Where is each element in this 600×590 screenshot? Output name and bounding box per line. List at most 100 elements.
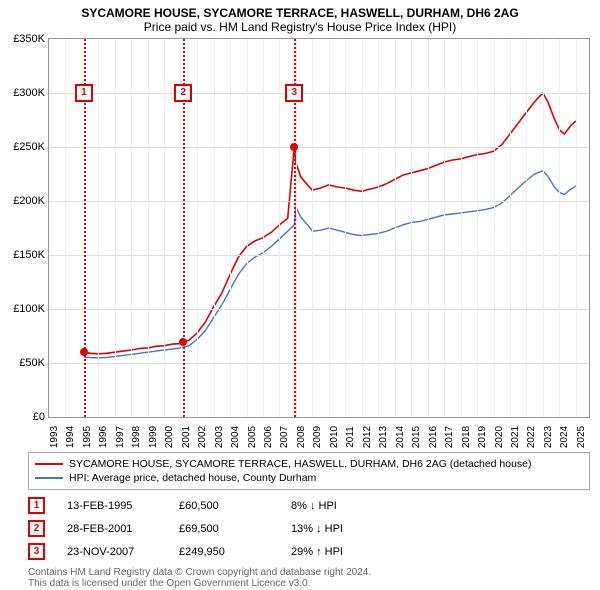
x-gridline [197, 39, 198, 417]
x-axis-label: 2025 [576, 426, 587, 448]
x-axis-label: 2011 [345, 426, 356, 448]
x-axis-label: 2008 [296, 426, 307, 448]
x-gridline [559, 39, 560, 417]
x-axis-label: 2017 [444, 426, 455, 448]
x-axis-label: 1994 [65, 426, 76, 448]
chart-subtitle: Price paid vs. HM Land Registry's House … [0, 20, 600, 38]
x-gridline [115, 39, 116, 417]
x-gridline [164, 39, 165, 417]
x-gridline [526, 39, 527, 417]
y-axis-label: £250K [13, 141, 49, 153]
x-gridline [494, 39, 495, 417]
x-axis-label: 2003 [214, 426, 225, 448]
x-axis-label: 2015 [411, 426, 422, 448]
x-gridline [329, 39, 330, 417]
x-axis-label: 2009 [312, 426, 323, 448]
y-gridline [49, 201, 589, 202]
x-gridline [214, 39, 215, 417]
x-axis-label: 2010 [329, 426, 340, 448]
x-gridline [510, 39, 511, 417]
transaction-index-box: 3 [28, 543, 45, 560]
x-gridline [378, 39, 379, 417]
x-axis-label: 1996 [98, 426, 109, 448]
y-axis-label: £150K [13, 249, 49, 261]
transaction-price: £249,950 [179, 546, 269, 558]
transaction-delta: 29% ↑ HPI [291, 546, 381, 558]
legend-swatch-2 [35, 477, 63, 479]
transaction-row: 2 28-FEB-2001 £69,500 13% ↓ HPI [28, 517, 590, 540]
x-axis-label: 2005 [247, 426, 258, 448]
x-axis-label: 1997 [115, 426, 126, 448]
transaction-dot [290, 143, 298, 151]
transaction-delta: 13% ↓ HPI [291, 523, 381, 535]
transaction-row: 1 13-FEB-1995 £60,500 8% ↓ HPI [28, 494, 590, 517]
x-axis-label: 2019 [477, 426, 488, 448]
legend-row: SYCAMORE HOUSE, SYCAMORE TERRACE, HASWEL… [35, 457, 583, 471]
y-axis-label: £0 [33, 411, 49, 423]
x-gridline [65, 39, 66, 417]
x-axis-label: 2006 [263, 426, 274, 448]
x-gridline [345, 39, 346, 417]
transaction-delta: 8% ↓ HPI [291, 500, 381, 512]
x-axis-label: 2023 [543, 426, 554, 448]
x-axis-label: 2000 [164, 426, 175, 448]
x-axis-label: 2016 [428, 426, 439, 448]
y-axis-label: £100K [13, 303, 49, 315]
y-axis-label: £50K [19, 357, 49, 369]
y-gridline [49, 147, 589, 148]
legend-box: SYCAMORE HOUSE, SYCAMORE TERRACE, HASWEL… [28, 452, 590, 490]
footer-attribution: Contains HM Land Registry data © Crown c… [28, 567, 590, 589]
x-axis-label: 2022 [526, 426, 537, 448]
x-gridline [230, 39, 231, 417]
transaction-row: 3 23-NOV-2007 £249,950 29% ↑ HPI [28, 540, 590, 563]
x-axis-label: 1995 [82, 426, 93, 448]
x-gridline [395, 39, 396, 417]
y-gridline [49, 255, 589, 256]
transaction-list: 1 13-FEB-1995 £60,500 8% ↓ HPI 2 28-FEB-2001 £… [28, 494, 590, 563]
legend-label-2: HPI: Average price, detached house, Coun… [69, 472, 316, 484]
y-gridline [49, 93, 589, 94]
event-marker-box: 2 [174, 84, 192, 102]
y-axis-label: £350K [13, 33, 49, 45]
transaction-date: 13-FEB-1995 [67, 500, 157, 512]
x-axis-label: 2001 [181, 426, 192, 448]
y-axis-label: £200K [13, 195, 49, 207]
x-axis-label: 2002 [197, 426, 208, 448]
transaction-dot [80, 348, 88, 356]
x-gridline [247, 39, 248, 417]
x-gridline [263, 39, 264, 417]
chart-plot-area: £0£50K£100K£150K£200K£250K£300K£350K1993… [48, 38, 590, 418]
x-gridline [279, 39, 280, 417]
transaction-date: 28-FEB-2001 [67, 523, 157, 535]
legend-label-1: SYCAMORE HOUSE, SYCAMORE TERRACE, HASWEL… [69, 458, 532, 470]
transaction-price: £60,500 [179, 500, 269, 512]
x-gridline [312, 39, 313, 417]
footer-line: Contains HM Land Registry data © Crown c… [28, 567, 590, 578]
transaction-index-box: 1 [28, 497, 45, 514]
chart-container: SYCAMORE HOUSE, SYCAMORE TERRACE, HASWEL… [0, 0, 600, 590]
x-axis-label: 2021 [510, 426, 521, 448]
transaction-index-box: 2 [28, 520, 45, 537]
footer-line: This data is licensed under the Open Gov… [28, 578, 590, 589]
legend-swatch-1 [35, 463, 63, 465]
x-axis-label: 2004 [230, 426, 241, 448]
x-axis-label: 1999 [148, 426, 159, 448]
x-axis-label: 1993 [49, 426, 60, 448]
event-marker-box: 1 [75, 84, 93, 102]
transaction-date: 23-NOV-2007 [67, 546, 157, 558]
x-axis-label: 2024 [559, 426, 570, 448]
event-marker-box: 3 [285, 84, 303, 102]
x-axis-label: 2013 [378, 426, 389, 448]
y-axis-label: £300K [13, 87, 49, 99]
x-axis-label: 2020 [494, 426, 505, 448]
y-gridline [49, 309, 589, 310]
x-gridline [148, 39, 149, 417]
x-gridline [362, 39, 363, 417]
x-axis-label: 1998 [131, 426, 142, 448]
x-axis-label: 2018 [461, 426, 472, 448]
transaction-price: £69,500 [179, 523, 269, 535]
x-gridline [98, 39, 99, 417]
x-gridline [576, 39, 577, 417]
chart-title: SYCAMORE HOUSE, SYCAMORE TERRACE, HASWEL… [0, 0, 600, 20]
legend-row: HPI: Average price, detached house, Coun… [35, 471, 583, 485]
